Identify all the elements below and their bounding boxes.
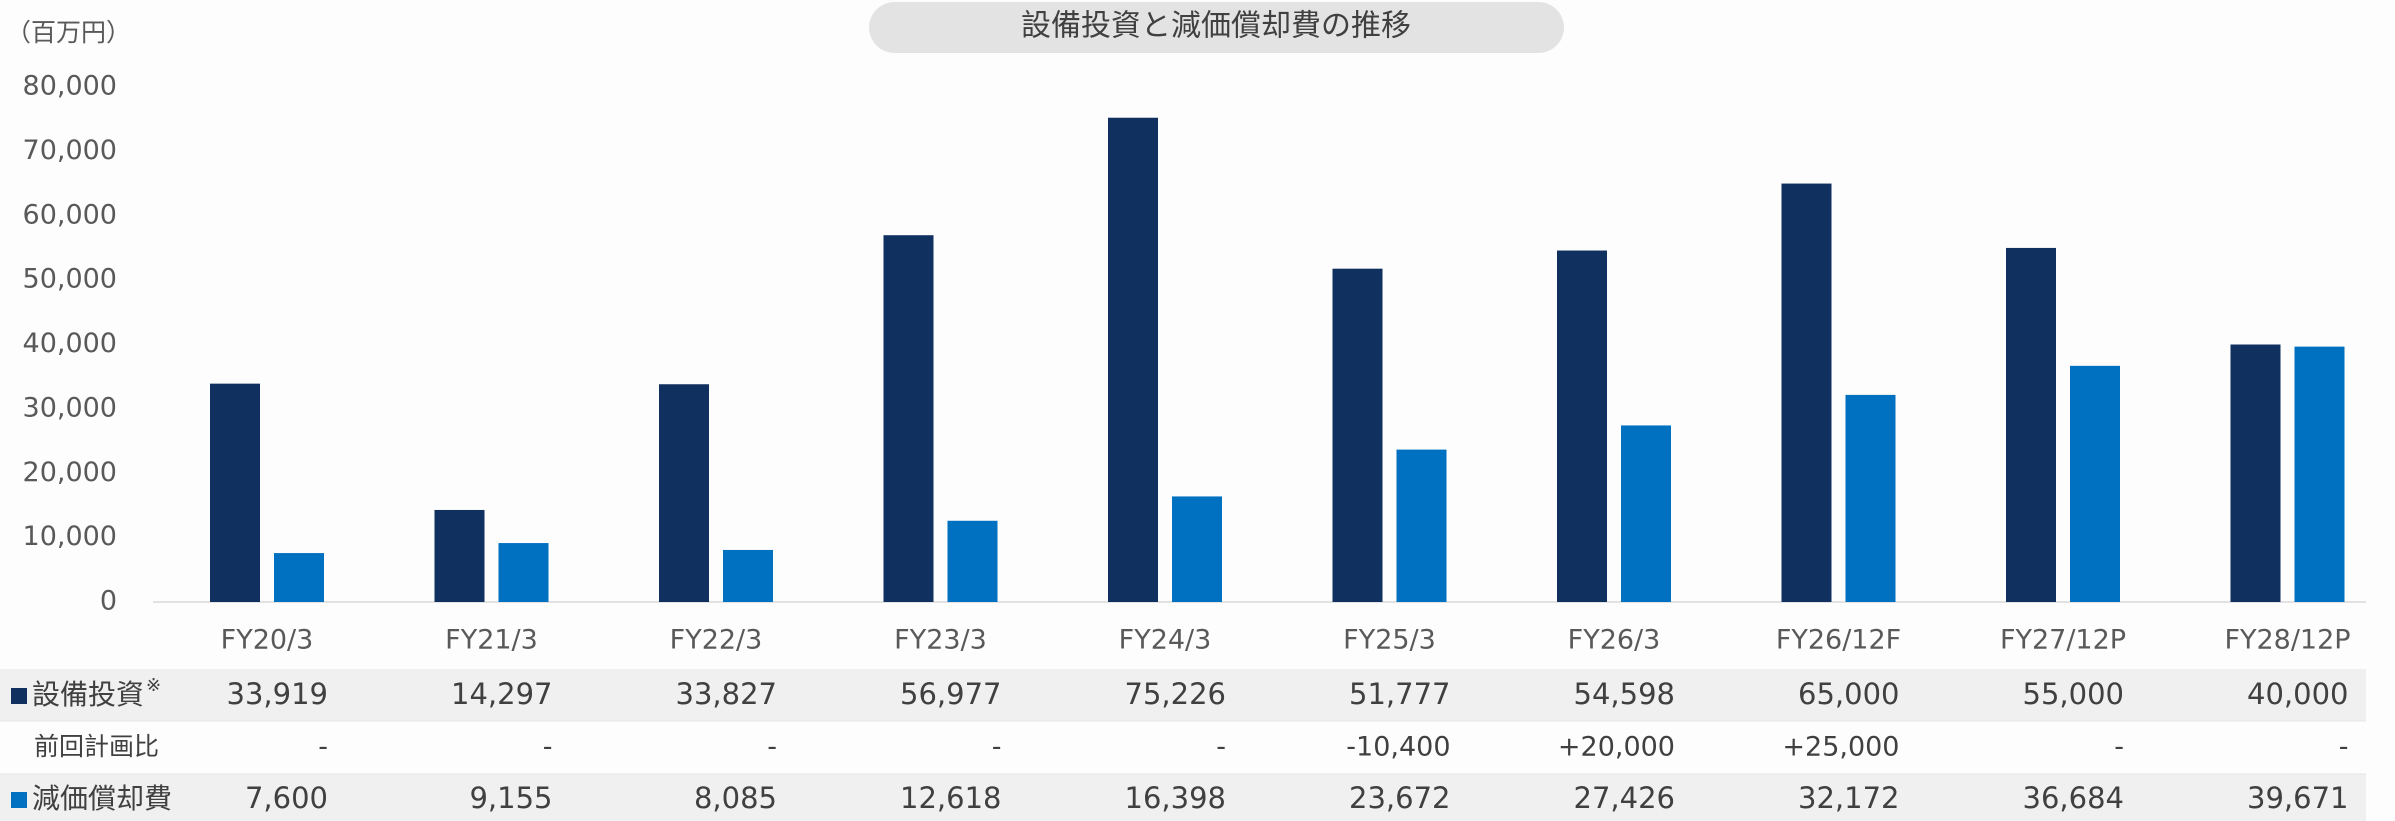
table-value: -10,400 bbox=[1346, 732, 1450, 763]
y-tick-label: 20,000 bbox=[23, 457, 117, 488]
bar bbox=[1781, 183, 1832, 602]
y-tick-label: 50,000 bbox=[23, 264, 117, 295]
table-value: 75,226 bbox=[1125, 677, 1226, 711]
table-value: - bbox=[767, 732, 777, 763]
table-value: 14,297 bbox=[451, 677, 552, 711]
bar bbox=[659, 384, 709, 602]
bar bbox=[2006, 247, 2056, 602]
bar bbox=[1621, 425, 1671, 602]
table-value: 54,598 bbox=[1574, 677, 1675, 711]
table-value: +25,000 bbox=[1782, 732, 1899, 763]
legend-note: ※ bbox=[146, 675, 161, 696]
y-tick-label: 80,000 bbox=[23, 71, 117, 102]
table-value: 27,426 bbox=[1574, 781, 1675, 815]
table-row-label: 前回計画比 bbox=[34, 732, 159, 761]
x-tick-label: FY22/3 bbox=[670, 625, 763, 656]
table-value: 7,600 bbox=[245, 781, 328, 815]
table-value: 23,672 bbox=[1349, 781, 1450, 815]
x-tick-label: FY20/3 bbox=[221, 625, 314, 656]
y-tick-label: 70,000 bbox=[23, 135, 117, 166]
bar bbox=[1172, 496, 1222, 602]
table-value: 56,977 bbox=[900, 677, 1001, 711]
x-tick-label: FY26/3 bbox=[1568, 625, 1661, 656]
x-tick-label: FY27/12P bbox=[2000, 625, 2126, 656]
bar bbox=[1396, 449, 1447, 602]
y-tick-label: 60,000 bbox=[23, 199, 117, 230]
legend-label: 減価償却費 bbox=[32, 782, 172, 815]
table-row-bg bbox=[0, 669, 2366, 721]
bar bbox=[947, 520, 998, 602]
bar bbox=[1557, 250, 1607, 602]
y-tick-label: 0 bbox=[100, 586, 117, 617]
bar bbox=[1332, 268, 1383, 602]
table-value: 9,155 bbox=[469, 781, 552, 815]
table-value: - bbox=[992, 732, 1002, 763]
bar bbox=[1108, 117, 1158, 602]
table-value: - bbox=[2339, 732, 2349, 763]
table-value: +20,000 bbox=[1558, 732, 1675, 763]
table-value: 55,000 bbox=[2023, 677, 2124, 711]
x-tick-label: FY25/3 bbox=[1343, 625, 1436, 656]
x-tick-label: FY23/3 bbox=[894, 625, 987, 656]
y-tick-label: 10,000 bbox=[23, 521, 117, 552]
bar bbox=[274, 553, 324, 602]
table-value: - bbox=[543, 732, 553, 763]
table-value: 40,000 bbox=[2247, 677, 2348, 711]
table-value: 16,398 bbox=[1125, 781, 1226, 815]
table-row-bg bbox=[0, 774, 2366, 821]
bar bbox=[210, 383, 260, 602]
y-tick-label: 40,000 bbox=[23, 328, 117, 359]
table-value: 36,684 bbox=[2023, 781, 2124, 815]
table-value: 51,777 bbox=[1349, 677, 1450, 711]
bar bbox=[883, 235, 934, 602]
table-value: - bbox=[1216, 732, 1226, 763]
y-tick-label: 30,000 bbox=[23, 392, 117, 423]
y-axis-label: （百万円） bbox=[6, 18, 131, 47]
table-value: 33,919 bbox=[227, 677, 328, 711]
bar bbox=[2070, 365, 2120, 602]
table-value: 39,671 bbox=[2247, 781, 2348, 815]
title-pill bbox=[869, 2, 1564, 53]
chart-title: 設備投資と減価償却費の推移 bbox=[1021, 9, 1411, 44]
table-value: 33,827 bbox=[676, 677, 777, 711]
table-value: 65,000 bbox=[1798, 677, 1899, 711]
bar bbox=[1845, 394, 1896, 602]
legend-swatch bbox=[11, 792, 27, 808]
x-tick-label: FY28/12P bbox=[2224, 625, 2350, 656]
table-value: - bbox=[318, 732, 328, 763]
table-value: - bbox=[2114, 732, 2124, 763]
legend-swatch bbox=[11, 688, 27, 704]
x-tick-label: FY21/3 bbox=[445, 625, 538, 656]
table-value: 12,618 bbox=[900, 781, 1001, 815]
legend-label: 設備投資 bbox=[32, 678, 144, 711]
table-value: 32,172 bbox=[1798, 781, 1899, 815]
x-tick-label: FY26/12F bbox=[1776, 625, 1901, 656]
table-value: 8,085 bbox=[694, 781, 777, 815]
bar bbox=[723, 549, 773, 602]
bar bbox=[498, 543, 549, 602]
x-tick-label: FY24/3 bbox=[1119, 625, 1212, 656]
bar bbox=[2294, 346, 2345, 602]
bar bbox=[2230, 344, 2281, 602]
bar bbox=[434, 509, 485, 602]
